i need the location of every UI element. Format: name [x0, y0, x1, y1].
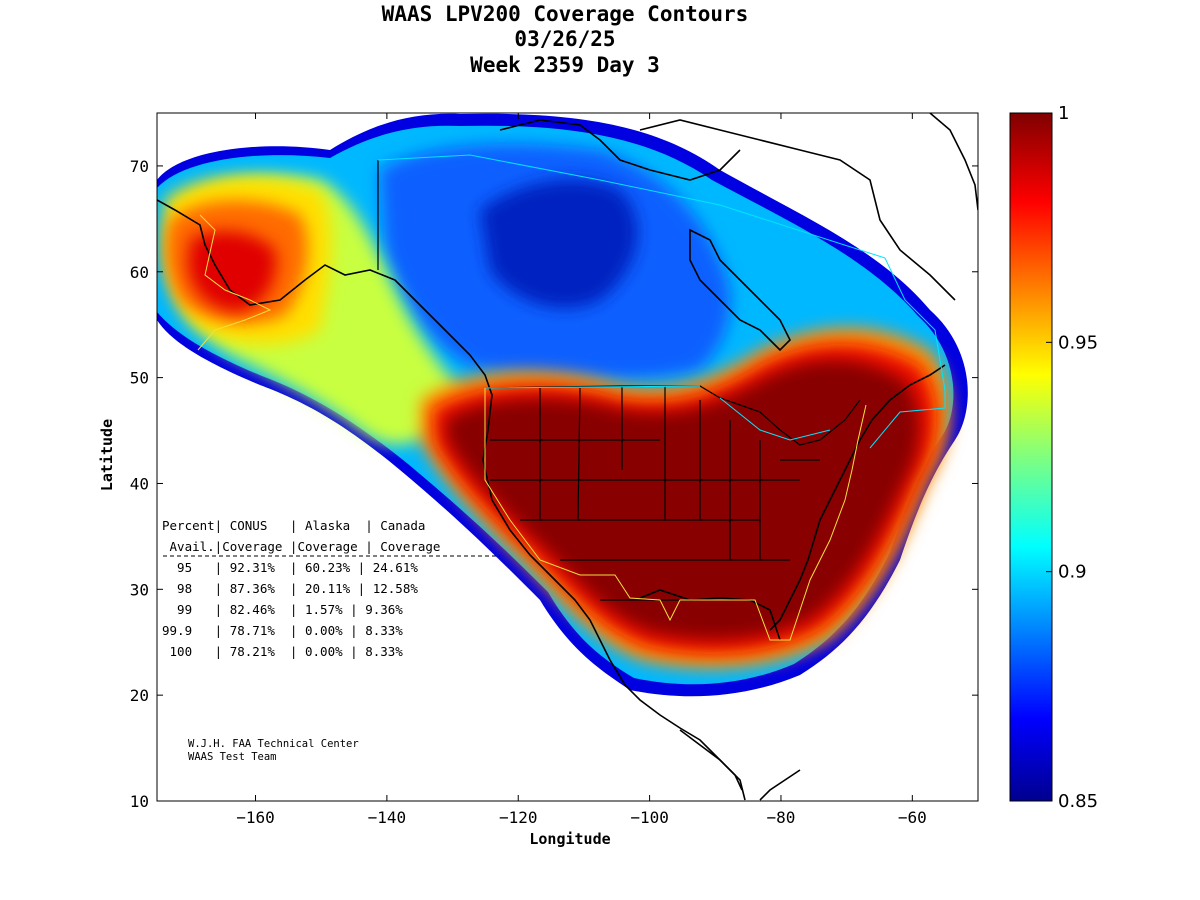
central-america-coast: [679, 729, 743, 791]
y-axis-label: Latitude: [98, 419, 116, 491]
credit-line-1: W.J.H. FAA Technical Center: [188, 738, 359, 750]
x-tick-label: −100: [630, 808, 669, 827]
title-line-1: WAAS LPV200 Coverage Contours: [382, 2, 749, 26]
y-tick-label: 60: [130, 263, 149, 282]
x-tick-label: −60: [898, 808, 927, 827]
table-header-2: Avail.|Coverage |Coverage | Coverage: [162, 539, 440, 554]
x-tick-label: −120: [499, 808, 538, 827]
colorbar-ticks: 1 0.95 0.9 0.85: [1046, 103, 1098, 812]
title-line-3: Week 2359 Day 3: [470, 53, 660, 77]
north-america-coastline: [157, 199, 946, 801]
x-tick-label: −140: [368, 808, 407, 827]
colorbar-tick-label: 0.9: [1058, 562, 1087, 583]
canada-service-volume: [377, 154, 946, 449]
canada-lowest-coverage: [480, 179, 638, 309]
colorbar-gradient: [1009, 112, 1053, 802]
y-tick-label: 40: [130, 474, 149, 493]
x-tick-label: −80: [767, 808, 796, 827]
alaska-service-volume: [197, 214, 272, 351]
table-row: 99.9 | 78.71% | 0.00% | 8.33%: [162, 623, 403, 638]
y-tick-label: 10: [130, 792, 149, 811]
colorbar: 1 0.95 0.9 0.85: [1009, 103, 1098, 812]
colorbar-tick-label: 1: [1058, 103, 1069, 124]
table-row: 100 | 78.21% | 0.00% | 8.33%: [162, 644, 403, 659]
service-volume-outlines: [197, 154, 946, 641]
arctic-islands: [499, 119, 956, 301]
coverage-table: Percent| CONUS | Alaska | Canada Avail.|…: [162, 518, 500, 659]
colorbar-tick-label: 0.85: [1058, 791, 1098, 812]
coastlines: [157, 113, 978, 801]
x-ticks: −160 −140 −120 −100 −80 −60: [236, 113, 927, 827]
y-tick-label: 50: [130, 369, 149, 388]
hudson-bay-outline: [689, 228, 791, 352]
table-row: 99 | 82.46% | 1.57% | 9.36%: [162, 602, 403, 617]
map-plot-area: [156, 112, 979, 802]
colorbar-tick-label: 0.95: [1058, 332, 1098, 353]
table-row: 95 | 92.31% | 60.23% | 24.61%: [162, 560, 418, 575]
table-header-1: Percent| CONUS | Alaska | Canada: [162, 518, 425, 533]
x-axis-label: Longitude: [529, 830, 610, 848]
conus-service-volume: [484, 388, 867, 641]
y-ticks: 10 20 30 40 50 60 70: [130, 157, 978, 811]
conus-dark-red-core: [446, 360, 920, 640]
y-tick-label: 20: [130, 686, 149, 705]
table-row: 98 | 87.36% | 20.11% | 12.58%: [162, 581, 418, 596]
coverage-contours: [157, 113, 968, 697]
us-state-lines: [490, 386, 820, 601]
credit-line-2: WAAS Test Team: [188, 751, 277, 763]
y-tick-label: 30: [130, 580, 149, 599]
greenland-coast: [929, 113, 978, 211]
title-line-2: 03/26/25: [514, 27, 615, 51]
plot-frame: [156, 112, 979, 802]
x-tick-label: −160: [236, 808, 275, 827]
y-tick-label: 70: [130, 157, 149, 176]
